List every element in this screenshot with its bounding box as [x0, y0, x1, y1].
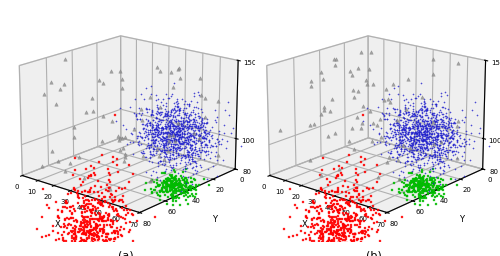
Text: (a): (a) [118, 250, 134, 256]
X-axis label: X: X [302, 220, 308, 229]
X-axis label: X: X [54, 220, 60, 229]
Y-axis label: Y: Y [460, 215, 464, 224]
Text: (b): (b) [366, 250, 382, 256]
Y-axis label: Y: Y [212, 215, 217, 224]
